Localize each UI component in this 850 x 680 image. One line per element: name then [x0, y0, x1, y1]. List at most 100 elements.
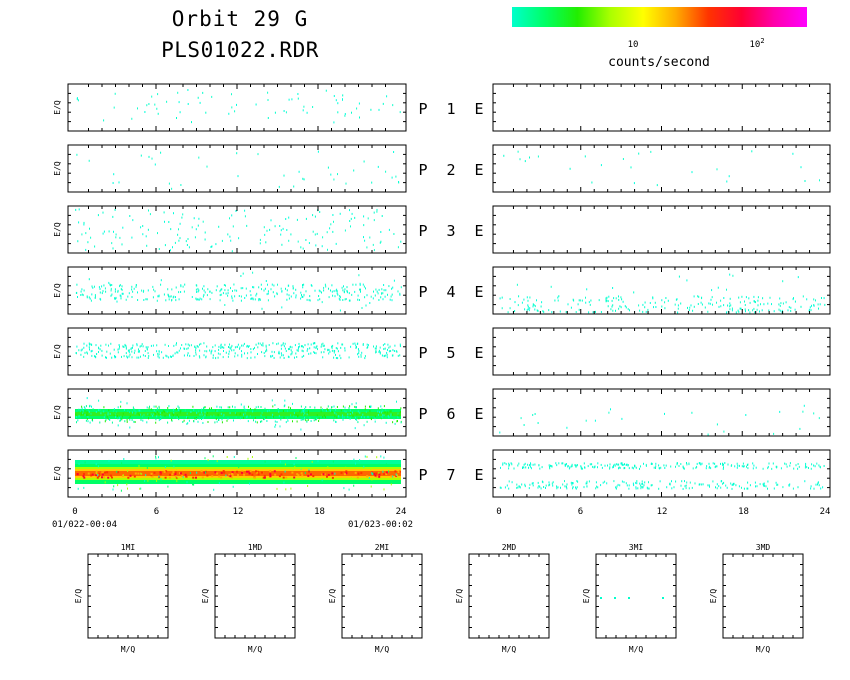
data-point: [538, 485, 540, 487]
data-point: [508, 464, 510, 467]
data-point: [273, 470, 276, 473]
data-point: [378, 471, 380, 474]
data-point: [142, 354, 144, 357]
data-point: [142, 345, 144, 348]
data-point: [565, 463, 567, 465]
data-point: [88, 159, 90, 162]
data-point: [240, 299, 242, 302]
data-point: [628, 597, 630, 599]
data-point: [518, 462, 520, 465]
data-point: [278, 185, 280, 188]
data-point: [618, 463, 620, 466]
data-point: [313, 346, 315, 349]
data-point: [371, 418, 372, 421]
data-point: [518, 485, 520, 488]
data-point: [322, 345, 324, 347]
data-point: [220, 406, 222, 409]
data-point: [181, 216, 183, 219]
data-point: [76, 291, 78, 294]
data-point: [95, 344, 97, 347]
data-point: [240, 275, 242, 277]
data-point: [689, 481, 691, 484]
data-point: [223, 350, 224, 352]
data-point: [290, 407, 291, 410]
data-point: [295, 294, 297, 297]
time-panel-left-1: E/Q: [53, 83, 407, 132]
data-point: [299, 345, 301, 348]
data-point: [283, 345, 285, 348]
data-point: [728, 175, 730, 178]
data-point: [220, 472, 223, 474]
data-point: [797, 486, 799, 489]
data-point: [301, 294, 302, 296]
data-point: [285, 218, 287, 220]
data-point: [789, 462, 791, 465]
data-point: [251, 297, 253, 300]
data-point: [219, 406, 221, 409]
data-point: [621, 298, 623, 301]
data-point: [650, 150, 652, 153]
data-point: [142, 225, 144, 227]
data-point: [342, 94, 344, 97]
data-point: [330, 289, 331, 292]
data-point: [759, 483, 761, 486]
data-point: [813, 412, 815, 415]
data-point: [619, 466, 621, 469]
data-point: [804, 180, 806, 182]
data-point: [94, 297, 96, 299]
data-point: [524, 462, 526, 465]
data-point: [135, 411, 137, 414]
data-point: [664, 412, 665, 415]
data-point: [307, 348, 309, 350]
data-point: [231, 250, 233, 253]
data-point: [142, 233, 144, 236]
data-point: [621, 417, 623, 420]
data-point: [287, 410, 288, 413]
data-point: [128, 349, 130, 352]
data-point: [101, 349, 103, 352]
data-point: [164, 244, 166, 247]
data-point: [398, 181, 400, 184]
data-point: [239, 417, 241, 420]
data-point: [564, 463, 566, 466]
data-point: [549, 465, 550, 468]
data-point: [390, 410, 392, 413]
data-point: [757, 299, 759, 302]
data-point: [116, 470, 118, 473]
mq-x-axis-label: M/Q: [375, 645, 390, 654]
data-point: [569, 167, 571, 170]
data-point: [134, 412, 136, 415]
data-point: [254, 416, 256, 419]
data-point: [350, 217, 352, 220]
data-point: [524, 485, 526, 488]
data-point: [133, 351, 135, 354]
data-point: [257, 353, 258, 355]
data-point: [255, 406, 257, 409]
data-point: [577, 303, 579, 306]
data-point: [206, 350, 208, 353]
data-point: [309, 295, 311, 298]
data-point: [229, 412, 231, 415]
data-point: [811, 463, 813, 466]
data-point: [281, 354, 283, 357]
data-point: [388, 470, 390, 473]
data-point: [218, 348, 220, 351]
data-point: [84, 351, 86, 354]
data-point: [259, 242, 261, 245]
data-point: [186, 347, 188, 350]
data-point: [201, 413, 203, 416]
data-point: [644, 306, 646, 309]
data-point: [697, 295, 699, 298]
data-point: [335, 347, 337, 349]
data-series: [499, 404, 820, 436]
data-point: [139, 345, 141, 348]
data-point: [621, 463, 623, 466]
data-point: [665, 464, 667, 467]
data-point: [646, 486, 648, 489]
data-point: [88, 296, 90, 299]
data-point: [311, 461, 313, 463]
data-point: [285, 111, 287, 114]
data-point: [639, 467, 640, 470]
data-point: [156, 415, 158, 418]
